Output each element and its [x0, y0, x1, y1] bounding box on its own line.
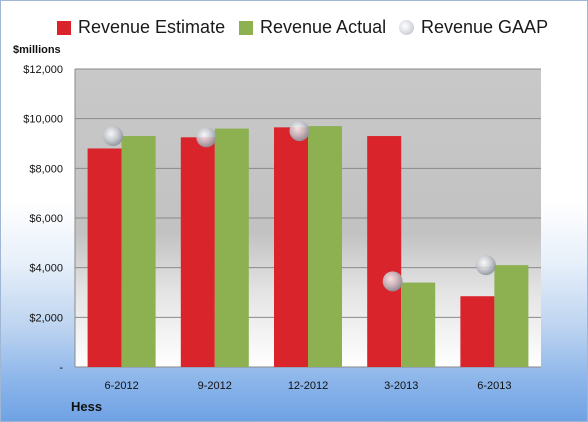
marker-revenue-gaap: [382, 271, 403, 292]
y-tick-label: $4,000: [29, 263, 63, 275]
bar-revenue-actual: [308, 126, 342, 367]
x-tick-label: 9-2012: [198, 380, 232, 392]
bar-revenue-actual: [214, 128, 249, 367]
bar-revenue-actual: [494, 265, 529, 367]
y-tick-label: -: [59, 362, 63, 374]
bar-revenue-estimate: [180, 137, 215, 367]
y-tick-label: $2,000: [29, 312, 63, 324]
bar-revenue-actual: [401, 282, 436, 367]
legend-item-revenue-actual: Revenue Actual: [239, 17, 386, 38]
bar-revenue-estimate: [274, 127, 308, 367]
legend-label-revenue-actual: Revenue Actual: [260, 17, 387, 37]
legend-label-revenue-gaap: Revenue GAAP: [421, 17, 549, 37]
x-tick-label: 3-2013: [384, 380, 418, 392]
legend-swatch-revenue-estimate: [57, 20, 71, 35]
bar-revenue-actual: [121, 136, 156, 367]
bar-revenue-estimate: [460, 296, 495, 367]
legend-marker-revenue-gaap: [399, 20, 414, 35]
y-tick-label: $6,000: [29, 213, 63, 225]
y-axis-unit-label: $millions: [13, 44, 61, 56]
legend-item-revenue-estimate: Revenue Estimate: [57, 17, 225, 38]
legend-label-revenue-estimate: Revenue Estimate: [78, 17, 226, 37]
legend-item-revenue-gaap: Revenue GAAP: [399, 17, 548, 38]
x-tick-label: 6-2013: [477, 380, 511, 392]
bar-revenue-estimate: [87, 148, 122, 367]
marker-revenue-gaap: [196, 127, 217, 148]
x-tick-label: 12-2012: [288, 380, 328, 392]
legend-swatch-revenue-actual: [239, 20, 253, 35]
y-tick-label: $8,000: [29, 163, 63, 175]
marker-revenue-gaap: [475, 255, 496, 276]
x-tick-label: 6-2012: [104, 380, 138, 392]
bar-revenue-estimate: [367, 136, 402, 367]
legend: Revenue Estimate Revenue Actual Revenue …: [1, 17, 587, 41]
company-label: Hess: [71, 399, 103, 414]
y-tick-label: $12,000: [23, 64, 63, 76]
y-tick-label: $10,000: [23, 114, 63, 126]
marker-revenue-gaap: [289, 121, 310, 142]
marker-revenue-gaap: [103, 126, 124, 147]
